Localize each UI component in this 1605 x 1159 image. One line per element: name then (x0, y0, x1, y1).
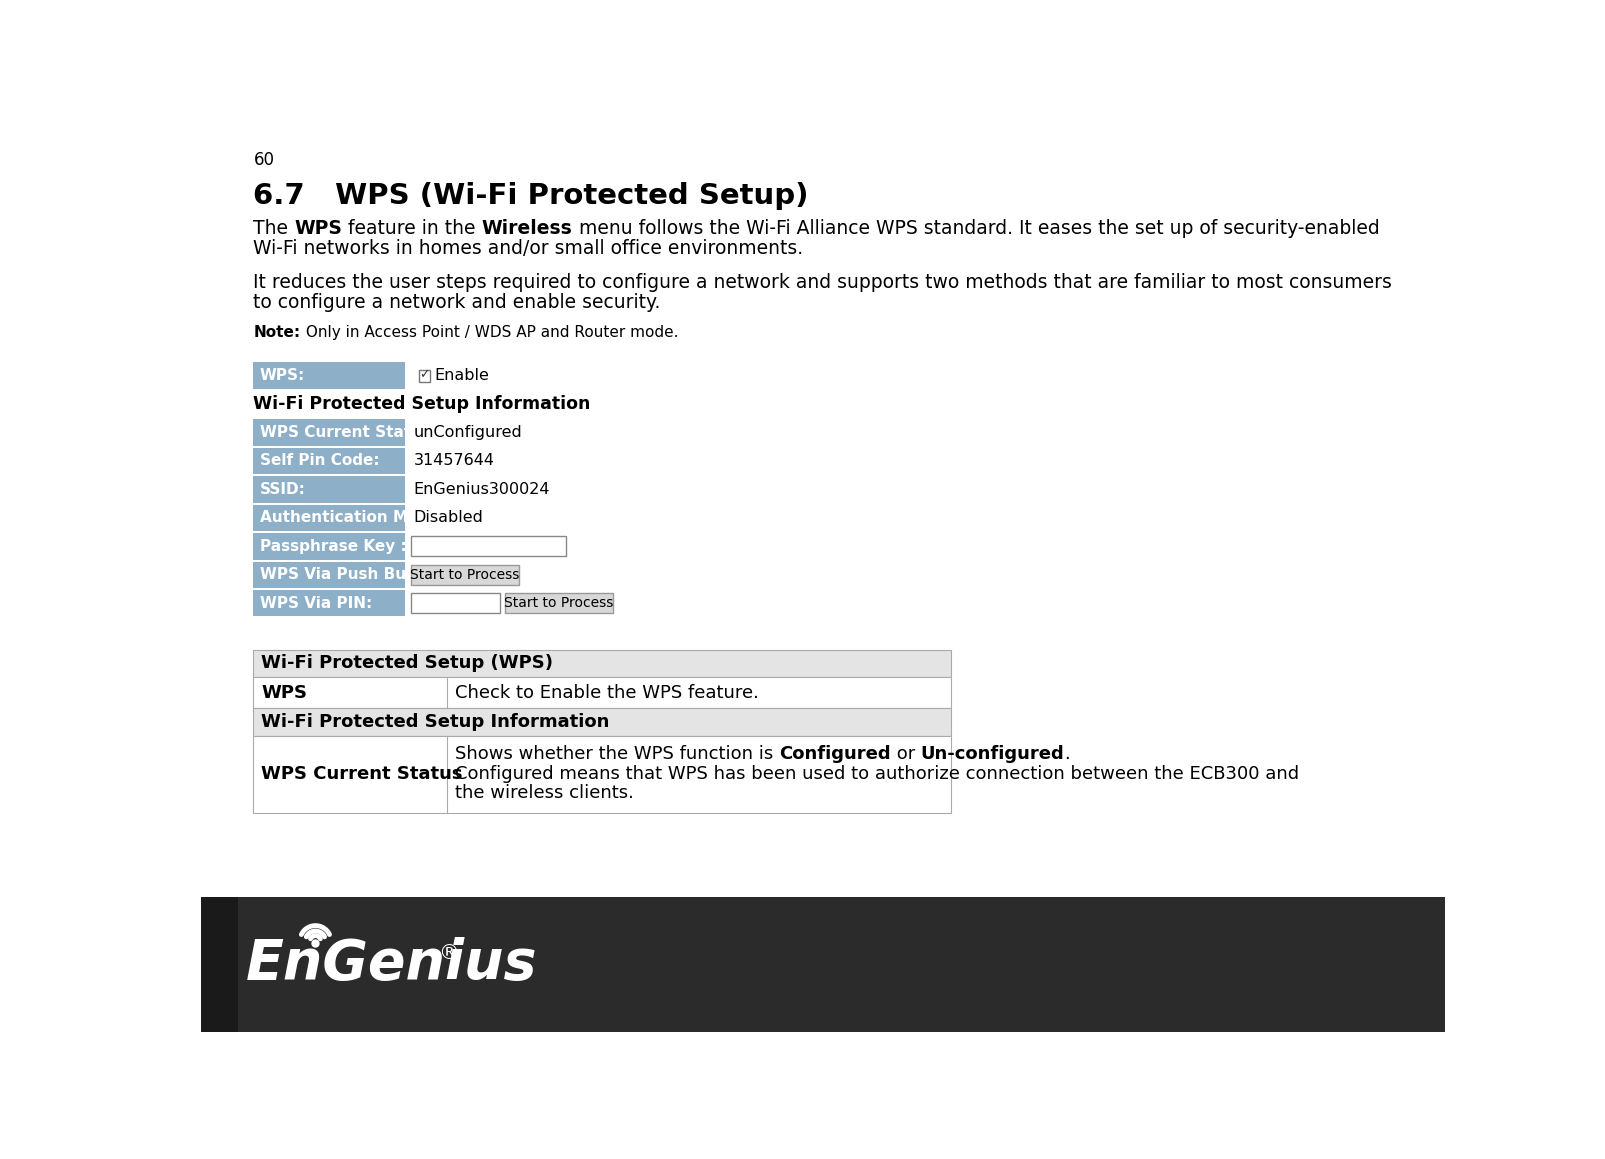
Bar (419, 370, 430, 381)
Text: Wi-Fi Protected Setup (WPS): Wi-Fi Protected Setup (WPS) (262, 655, 552, 672)
Text: Start to Process: Start to Process (411, 568, 520, 582)
Text: EnGenius: EnGenius (246, 938, 536, 991)
Bar (254, 677, 950, 708)
Bar (411, 593, 499, 613)
Text: The: The (254, 219, 294, 238)
Bar (254, 363, 404, 388)
Text: Configured means that WPS has been used to authorize connection between the ECB3: Configured means that WPS has been used … (454, 765, 1298, 783)
Text: Wi-Fi networks in homes and/or small office environments.: Wi-Fi networks in homes and/or small off… (254, 239, 802, 258)
Bar (411, 564, 518, 585)
Text: It reduces the user steps required to configure a network and supports two metho: It reduces the user steps required to co… (254, 274, 1392, 292)
Text: menu follows the Wi-Fi Alliance WPS standard. It eases the set up of security-en: menu follows the Wi-Fi Alliance WPS stan… (573, 219, 1379, 238)
Text: Wi-Fi Protected Setup Information: Wi-Fi Protected Setup Information (254, 395, 591, 413)
Text: Note:: Note: (254, 326, 300, 341)
Bar (254, 708, 950, 736)
Text: ✓: ✓ (419, 369, 430, 381)
Bar (254, 533, 404, 560)
Text: 6.7   WPS (Wi-Fi Protected Setup): 6.7 WPS (Wi-Fi Protected Setup) (254, 182, 809, 210)
Text: ®: ® (438, 943, 459, 963)
Text: or: or (891, 745, 920, 763)
Text: WPS Current Status: WPS Current Status (262, 765, 462, 783)
Text: Start to Process: Start to Process (504, 597, 613, 611)
Text: EnGenius300024: EnGenius300024 (414, 482, 551, 497)
Text: Enable: Enable (433, 367, 488, 382)
Text: Configured: Configured (778, 745, 891, 763)
Text: WPS: WPS (262, 684, 307, 701)
Text: Only in Access Point / WDS AP and Router mode.: Only in Access Point / WDS AP and Router… (300, 326, 677, 341)
Text: WPS:: WPS: (260, 367, 305, 382)
Text: 31457644: 31457644 (414, 453, 494, 468)
Text: Wireless: Wireless (482, 219, 573, 238)
Text: to configure a network and enable security.: to configure a network and enable securi… (254, 293, 660, 312)
Bar (201, 897, 238, 1032)
Text: the wireless clients.: the wireless clients. (454, 785, 634, 802)
Text: .: . (1064, 745, 1069, 763)
Text: Un-configured: Un-configured (920, 745, 1064, 763)
Text: Passphrase Key :: Passphrase Key : (260, 539, 406, 554)
Text: WPS Via PIN:: WPS Via PIN: (260, 596, 372, 611)
Text: Authentication Mode:: Authentication Mode: (260, 510, 445, 525)
Text: Shows whether the WPS function is: Shows whether the WPS function is (454, 745, 778, 763)
Bar (254, 736, 950, 812)
Text: Self Pin Code:: Self Pin Code: (260, 453, 379, 468)
Text: WPS Via Push Button:: WPS Via Push Button: (260, 568, 448, 583)
Bar (201, 897, 1444, 1032)
Text: WPS: WPS (294, 219, 342, 238)
Text: Wi-Fi Protected Setup Information: Wi-Fi Protected Setup Information (262, 713, 610, 731)
Bar (254, 420, 404, 445)
Bar (254, 590, 404, 617)
Bar (254, 476, 404, 503)
Bar (411, 537, 565, 556)
Text: feature in the: feature in the (342, 219, 482, 238)
Bar (254, 447, 404, 474)
Bar (254, 562, 404, 588)
Text: 60: 60 (254, 152, 274, 169)
Text: SSID:: SSID: (260, 482, 305, 497)
Text: unConfigured: unConfigured (414, 425, 522, 440)
Bar (254, 505, 404, 531)
Text: Disabled: Disabled (414, 510, 483, 525)
Bar (504, 593, 613, 613)
Text: Check to Enable the WPS feature.: Check to Enable the WPS feature. (454, 684, 758, 701)
Bar (254, 649, 950, 677)
Text: WPS Current Status:: WPS Current Status: (260, 425, 437, 440)
